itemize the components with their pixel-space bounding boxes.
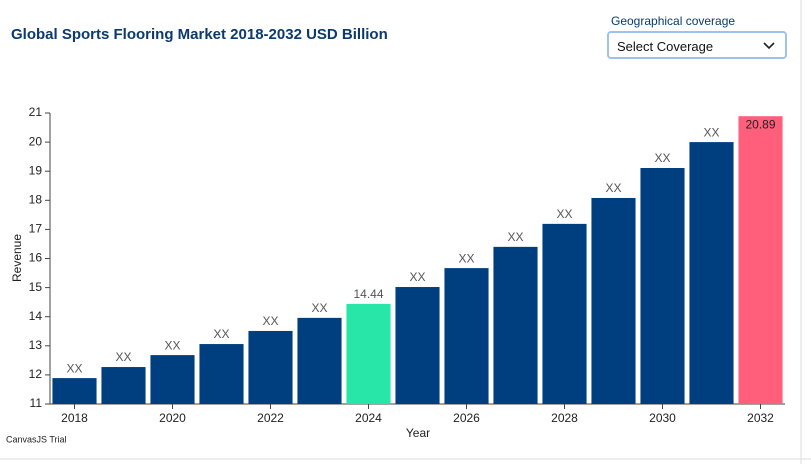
data-label: XX bbox=[556, 207, 572, 221]
data-label: XX bbox=[458, 251, 474, 265]
bar bbox=[248, 330, 293, 404]
chevron bbox=[763, 42, 775, 50]
data-label: XX bbox=[409, 270, 425, 284]
data-label: XX bbox=[703, 125, 719, 139]
y-tick-label: 19 bbox=[29, 163, 43, 177]
bar bbox=[52, 378, 97, 404]
y-tick-label: 17 bbox=[29, 222, 43, 236]
bar bbox=[493, 246, 538, 404]
watermark: CanvasJS Trial bbox=[6, 434, 67, 444]
bar bbox=[395, 287, 440, 404]
data-label: XX bbox=[605, 181, 621, 195]
y-tick-label: 11 bbox=[30, 396, 43, 410]
bar bbox=[346, 303, 391, 404]
filter-label: Geographical coverage bbox=[611, 14, 736, 28]
x-tick-label: 2026 bbox=[453, 411, 480, 425]
y-tick-label: 12 bbox=[29, 367, 43, 381]
x-tick-label: 2028 bbox=[551, 411, 578, 425]
select-value: Select Coverage bbox=[617, 39, 714, 54]
x-tick-label: 2030 bbox=[649, 411, 676, 425]
y-axis-label: Revenue bbox=[10, 234, 24, 282]
bar bbox=[738, 116, 783, 405]
data-label: XX bbox=[654, 151, 670, 165]
y-tick-label: 16 bbox=[29, 251, 43, 265]
bar bbox=[591, 197, 636, 404]
coverage-select[interactable]: Select Coverage bbox=[607, 31, 787, 59]
y-tick-label: 21 bbox=[29, 105, 43, 119]
data-label: XX bbox=[262, 314, 278, 328]
y-tick-label: 15 bbox=[29, 280, 43, 294]
data-label: XX bbox=[164, 338, 180, 352]
data-label: 20.89 bbox=[745, 117, 775, 131]
y-tick-label: 20 bbox=[29, 134, 43, 148]
y-tick-label: 14 bbox=[29, 309, 43, 323]
bar bbox=[542, 223, 587, 404]
data-label: 14.44 bbox=[353, 287, 383, 301]
data-label: XX bbox=[507, 230, 523, 244]
x-tick-label: 2022 bbox=[257, 411, 284, 425]
bar bbox=[689, 142, 734, 404]
bar bbox=[444, 268, 489, 404]
y-tick-label: 18 bbox=[29, 192, 43, 206]
x-tick-label: 2032 bbox=[747, 411, 774, 425]
data-label: XX bbox=[213, 327, 229, 341]
data-label: XX bbox=[115, 350, 131, 364]
y-tick-label: 13 bbox=[29, 338, 43, 352]
bar bbox=[101, 367, 146, 404]
bar bbox=[150, 355, 195, 404]
data-label: XX bbox=[66, 361, 82, 375]
x-tick-label: 2018 bbox=[61, 411, 88, 425]
bar bbox=[199, 344, 244, 404]
bar bbox=[297, 317, 342, 404]
chart-title: Global Sports Flooring Market 2018-2032 … bbox=[11, 26, 388, 43]
x-axis-label: Year bbox=[406, 426, 430, 440]
bar bbox=[640, 167, 685, 404]
x-tick-label: 2024 bbox=[355, 411, 382, 425]
x-tick-label: 2020 bbox=[159, 411, 186, 425]
data-label: XX bbox=[311, 301, 327, 315]
